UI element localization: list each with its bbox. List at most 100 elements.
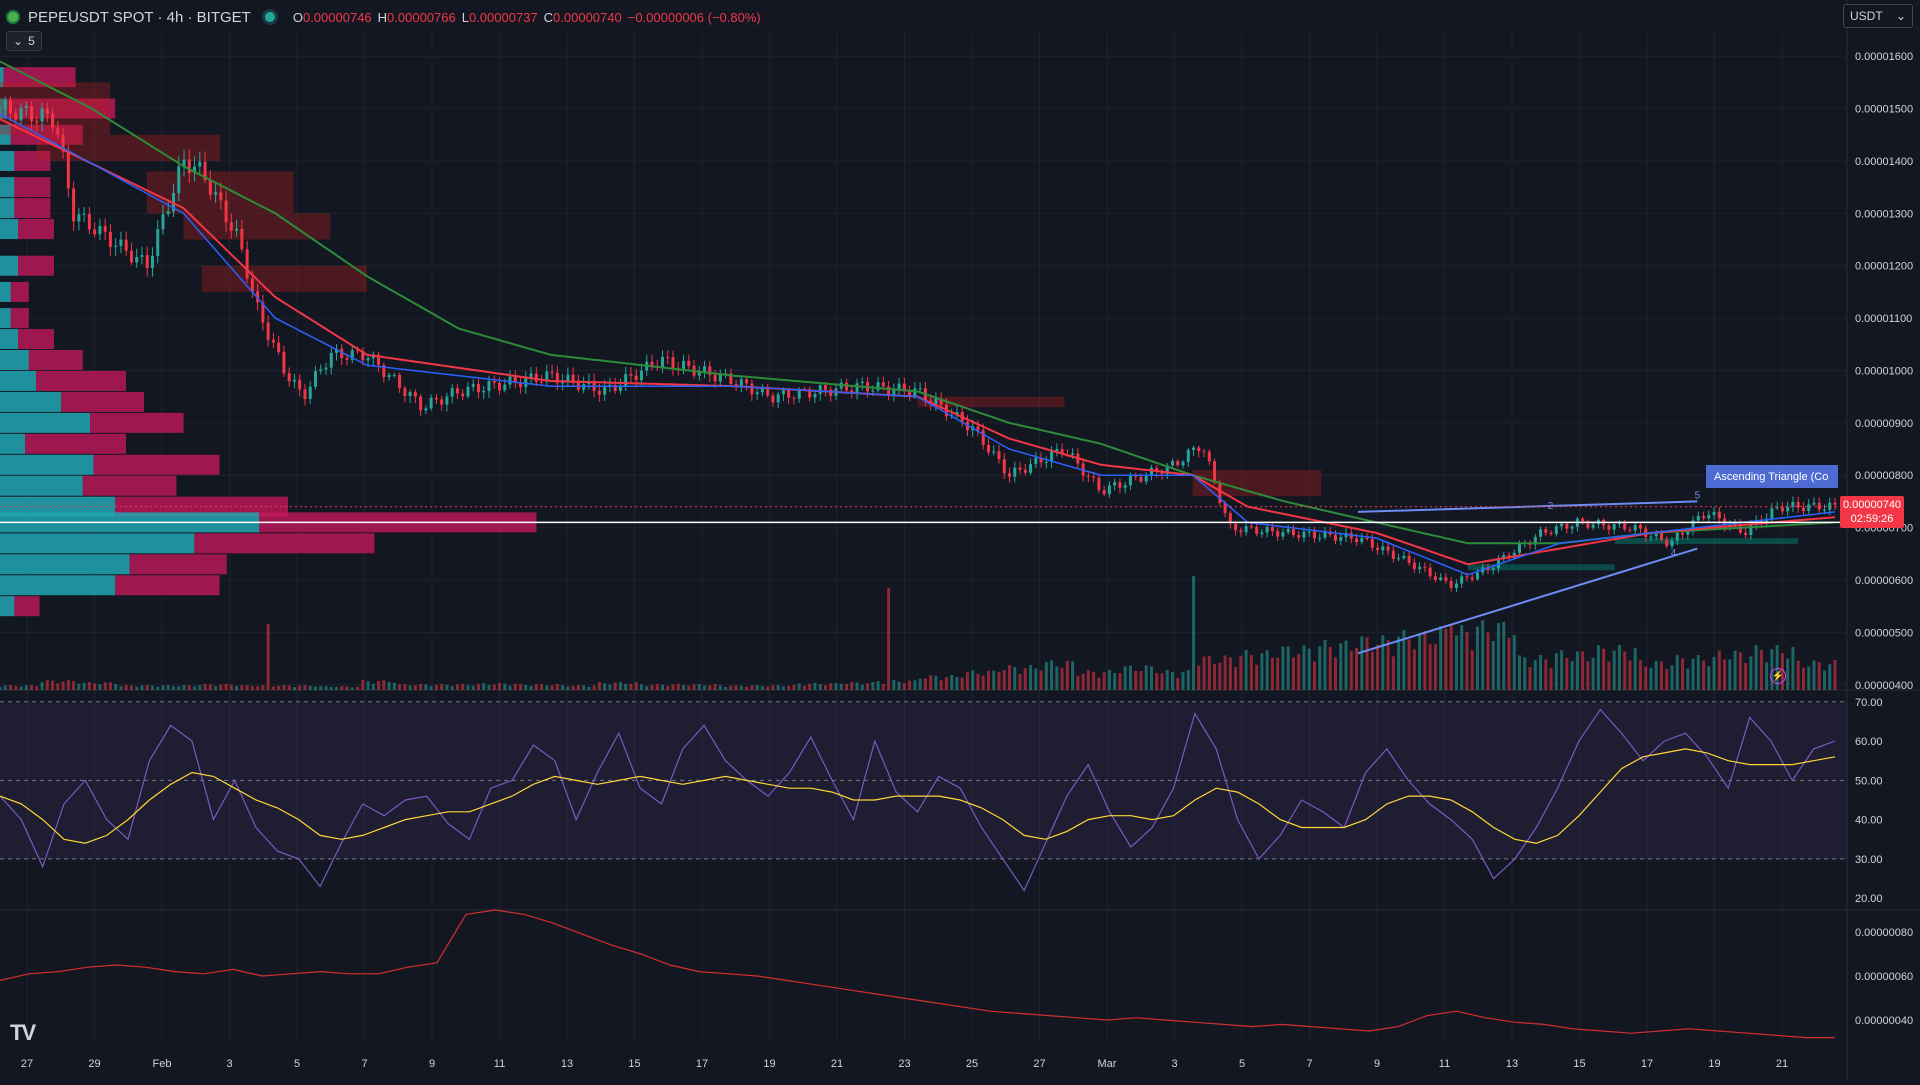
lightning-alert-icon[interactable]: ⚡ [1770, 668, 1786, 684]
volume-bar [1002, 670, 1006, 690]
candle-body [1039, 457, 1043, 463]
candle-body [529, 373, 533, 378]
volume-bar [45, 680, 49, 690]
volume-profile-buy-bar [0, 412, 90, 433]
volume-bar [1612, 650, 1616, 690]
volume-bar [1828, 664, 1832, 690]
symbol-title[interactable]: PEPEUSDT SPOT · 4h · BITGET [28, 8, 251, 26]
time-axis-label: 17 [1641, 1058, 1653, 1070]
volume-bar [692, 684, 696, 690]
candle-body [1770, 508, 1774, 519]
candle-body [997, 451, 1001, 460]
candle-body [1628, 529, 1632, 531]
volume-bar [1181, 671, 1185, 690]
rsi-axis-label: 20.00 [1855, 893, 1883, 905]
volume-bar [1060, 667, 1064, 690]
candle-body [434, 397, 438, 400]
candle-body [377, 354, 381, 365]
volume-bar [1607, 661, 1611, 690]
indicators-collapse-button[interactable]: ⌄ 5 [6, 31, 42, 51]
candle-body [1796, 502, 1800, 508]
candle-body [671, 357, 675, 369]
candle-body [1297, 535, 1301, 538]
volume-profile-sell-bar [61, 391, 145, 412]
volume-bar [413, 685, 417, 690]
candle-body [19, 107, 23, 121]
time-axis-label: 11 [494, 1058, 505, 1070]
volume-bar [1786, 658, 1790, 690]
volume-bar [224, 684, 228, 690]
candle-body [1444, 577, 1448, 582]
candle-body [1749, 524, 1753, 536]
volume-bar [1423, 631, 1427, 690]
volume-bar [135, 686, 139, 690]
candle-body [1307, 531, 1311, 533]
volume-bar [313, 686, 317, 690]
volume-bar [440, 684, 444, 690]
candle-body [1654, 533, 1658, 537]
candle-body [1612, 524, 1616, 530]
volume-bar [918, 678, 922, 690]
volume-bar [476, 684, 480, 690]
volume-bar [603, 683, 607, 690]
pattern-label[interactable]: Ascending Triangle (Co [1706, 465, 1838, 488]
time-axis-label: Mar [1098, 1058, 1117, 1070]
candle-body [1023, 469, 1027, 473]
volume-bar [172, 686, 176, 690]
candle-body [1223, 503, 1227, 514]
volume-bar [471, 685, 475, 690]
tradingview-logo[interactable]: TV [10, 1020, 36, 1045]
volume-bar [303, 685, 307, 690]
candle-body [650, 361, 654, 367]
volume-bar [1801, 667, 1805, 690]
volume-bar [508, 685, 512, 690]
candle-body [51, 113, 55, 128]
candle-body [1381, 546, 1385, 551]
volume-bar [9, 685, 13, 690]
ohlc-change-value: −0.00000006 (−0.80%) [627, 9, 761, 25]
candle-body [24, 106, 28, 108]
volume-bar [1186, 670, 1190, 690]
chart-header: PEPEUSDT SPOT · 4h · BITGET O0.00000746 … [6, 6, 761, 28]
time-axis-label: 27 [21, 1058, 33, 1070]
volume-bar [497, 683, 501, 690]
volume-bar [1807, 666, 1811, 690]
candle-body [345, 358, 349, 360]
candle-body [739, 379, 743, 387]
volume-bar [1475, 626, 1479, 690]
rsi-axis-label: 50.00 [1855, 775, 1883, 787]
candle-body [1234, 523, 1238, 531]
volume-bar [140, 685, 144, 690]
volume-bar [124, 685, 128, 690]
candle-body [1817, 502, 1821, 510]
candle-body [634, 375, 638, 381]
candle-body [1013, 467, 1017, 477]
candle-body [3, 100, 7, 109]
volume-bar [487, 685, 491, 690]
volume-bar [823, 685, 827, 690]
candle-body [1249, 526, 1253, 528]
candle-body [335, 348, 339, 353]
volume-bar [1349, 650, 1353, 690]
candle-body [177, 166, 181, 194]
volume-bar [282, 685, 286, 690]
volume-bar [214, 686, 218, 690]
volume-bar [1654, 660, 1658, 690]
price-axis-label: 0.00000600 [1855, 575, 1913, 587]
candle-body [1591, 524, 1595, 528]
candle-body [687, 360, 691, 366]
currency-select[interactable]: USDT ⌄ [1843, 4, 1913, 28]
volume-bar [697, 684, 701, 690]
price-axis-label: 0.00000800 [1855, 470, 1913, 482]
price-axis-label: 0.00001400 [1855, 156, 1913, 168]
volume-bar [1381, 635, 1385, 690]
volume-bar [1029, 665, 1033, 690]
volume-bar [1581, 651, 1585, 690]
volume-bar [1633, 648, 1637, 690]
candle-body [823, 385, 827, 390]
volume-bar [35, 686, 39, 690]
candle-body [1092, 476, 1096, 478]
volume-bar [1670, 665, 1674, 690]
candle-body [1239, 530, 1243, 533]
